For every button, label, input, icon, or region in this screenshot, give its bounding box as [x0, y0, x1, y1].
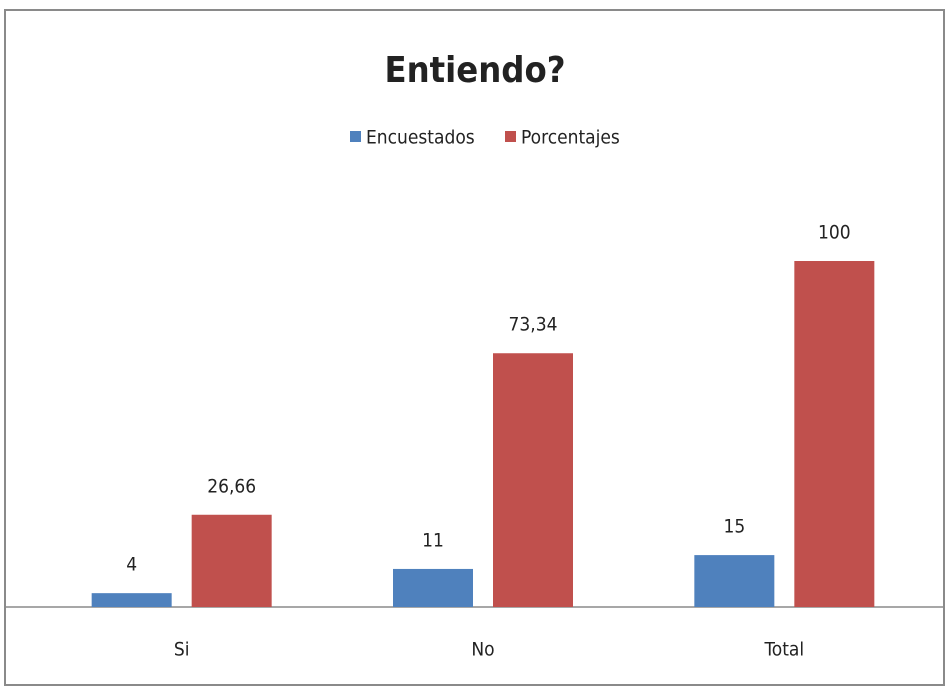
- data-label: 100: [818, 222, 851, 244]
- x-tick-label: No: [471, 639, 494, 661]
- data-label: 11: [422, 529, 444, 551]
- data-label: 73,34: [509, 314, 558, 336]
- chart-frame: [4, 9, 945, 686]
- legend-swatch: [350, 131, 361, 142]
- chart-title: Entiendo?: [384, 50, 565, 91]
- data-label: 4: [126, 554, 137, 576]
- legend-swatch: [505, 131, 516, 142]
- legend-label: Encuestados: [366, 127, 475, 149]
- bar: [794, 261, 875, 607]
- bar: [393, 568, 473, 607]
- legend-label: Porcentajes: [521, 127, 620, 149]
- x-tick-label: Total: [764, 639, 805, 661]
- bar: [694, 555, 775, 607]
- x-tick-label: Si: [174, 639, 190, 661]
- bar: [91, 593, 172, 607]
- data-label: 15: [723, 516, 745, 538]
- bar: [493, 353, 573, 607]
- bar: [191, 514, 272, 607]
- data-label: 26,66: [207, 475, 256, 497]
